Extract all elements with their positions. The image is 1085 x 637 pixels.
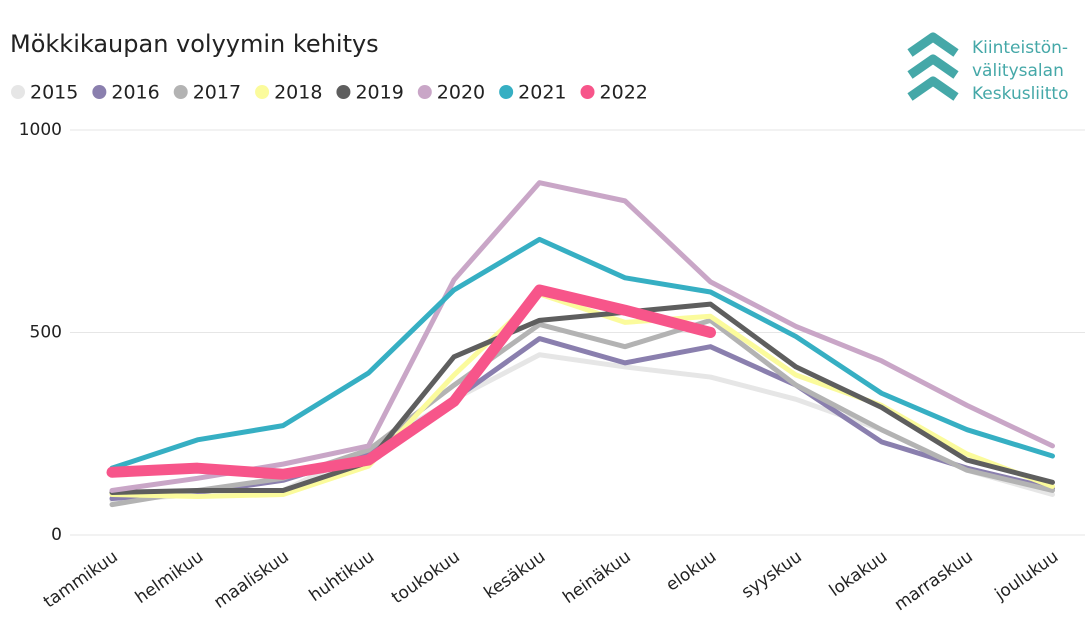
x-tick-label: kesäkuu — [481, 547, 550, 603]
legend-label: 2020 — [437, 82, 485, 104]
legend-label: 2021 — [518, 82, 566, 104]
y-tick-label: 1000 — [19, 120, 62, 140]
legend-label: 2015 — [30, 82, 78, 104]
series-line — [109, 180, 1055, 493]
legend-marker — [336, 85, 351, 99]
x-tick-label: huhtikuu — [306, 547, 379, 606]
legend-marker — [255, 85, 270, 99]
legend-label: 2022 — [600, 82, 648, 104]
logo-text: välitysalan — [972, 61, 1064, 81]
x-tick-label: heinäkuu — [559, 547, 634, 608]
series-line — [106, 284, 716, 480]
legend-marker — [417, 85, 432, 99]
y-tick-label: 0 — [51, 525, 62, 545]
series-line — [109, 236, 1055, 471]
series-line — [109, 301, 1055, 495]
x-tick-label: helmikuu — [132, 547, 207, 608]
legend-label: 2016 — [111, 82, 159, 104]
legend-label: 2017 — [193, 82, 241, 104]
legend-marker — [580, 85, 595, 99]
x-tick-label: syyskuu — [738, 547, 806, 603]
series-line — [109, 291, 1055, 500]
x-tick-label: joulukuu — [991, 547, 1062, 605]
logo-icon — [907, 32, 959, 101]
x-tick-label: elokuu — [663, 547, 721, 596]
x-tick-label: lokakuu — [826, 547, 892, 601]
legend-marker — [499, 85, 514, 99]
x-tick-label: marraskuu — [891, 547, 977, 615]
x-tick-label: tammikuu — [40, 547, 122, 613]
x-tick-label: toukokuu — [388, 547, 464, 608]
x-tick-label: maaliskuu — [210, 547, 292, 613]
chart-title: Mökkikaupan volyymin kehitys — [10, 30, 379, 58]
legend-marker — [11, 85, 25, 99]
y-tick-label: 500 — [30, 323, 62, 343]
legend-label: 2018 — [274, 82, 322, 104]
legend-label: 2019 — [355, 82, 403, 104]
legend-marker — [173, 85, 188, 99]
series-line — [109, 317, 1055, 508]
logo-text: Kiinteistön- — [972, 38, 1068, 58]
logo-text: Keskusliitto — [972, 84, 1068, 104]
legend-marker — [92, 85, 107, 99]
